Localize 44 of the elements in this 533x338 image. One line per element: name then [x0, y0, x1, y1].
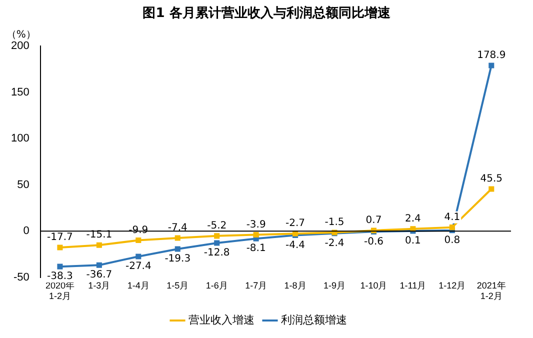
x-tick-label: 1-10月 [360, 280, 388, 290]
y-tick-label: 150 [10, 86, 30, 98]
x-tick-label: 2020年 1-2月 [45, 280, 74, 302]
x-tick-label: 2021年 1-2月 [476, 280, 506, 302]
x-tick-label: 1-11月 [400, 280, 426, 290]
data-label: -0.6 [364, 236, 384, 248]
data-label: 2.4 [404, 213, 421, 224]
x-tick-label: 1-6月 [206, 280, 228, 290]
y-tick-label: 100 [10, 132, 30, 145]
data-label: -1.5 [324, 217, 344, 228]
y-tick-label: 200 [10, 40, 30, 52]
data-label: -2.4 [324, 238, 344, 249]
y-tick-label: 0 [23, 225, 30, 238]
x-tick-label: 1-7月 [245, 280, 268, 290]
data-label: -5.2 [207, 220, 227, 232]
chart-title: 图1 各月累计营业收入与利润总额同比增速 [142, 4, 392, 23]
data-label: -3.9 [246, 219, 266, 230]
data-label: -27.4 [125, 261, 152, 272]
data-label: -12.8 [204, 248, 230, 259]
x-tick-label: 1-5月 [166, 280, 189, 290]
data-label: 0.1 [404, 236, 421, 247]
data-label: -8.1 [246, 243, 266, 254]
data-label: 0.8 [444, 234, 460, 246]
data-label: -7.4 [168, 222, 188, 234]
data-label: -38.3 [47, 271, 73, 282]
x-tick-label: 1-12月 [438, 280, 466, 290]
legend-label: 利润总额增速 [281, 314, 347, 327]
y-tick-label: 50 [17, 178, 30, 191]
x-tick-label: 1-8月 [284, 280, 306, 290]
x-tick-label: 1-4月 [127, 280, 150, 290]
data-label: 0.7 [366, 215, 382, 226]
x-tick-label: 1-3月 [88, 280, 110, 290]
data-label: -2.7 [286, 218, 306, 230]
data-label: 45.5 [480, 174, 503, 185]
y-tick-label: -50 [13, 271, 30, 284]
y-axis-title: （%） [6, 30, 36, 41]
data-label: 178.9 [477, 50, 506, 62]
x-tick-label: 1-9月 [324, 280, 346, 290]
legend-label: 营业收入增速 [188, 314, 254, 327]
data-label: -17.7 [47, 232, 73, 244]
data-label: 4.1 [444, 212, 460, 223]
data-label: -36.7 [86, 270, 112, 281]
data-label: -19.3 [164, 254, 191, 265]
data-label: -4.4 [286, 240, 306, 251]
